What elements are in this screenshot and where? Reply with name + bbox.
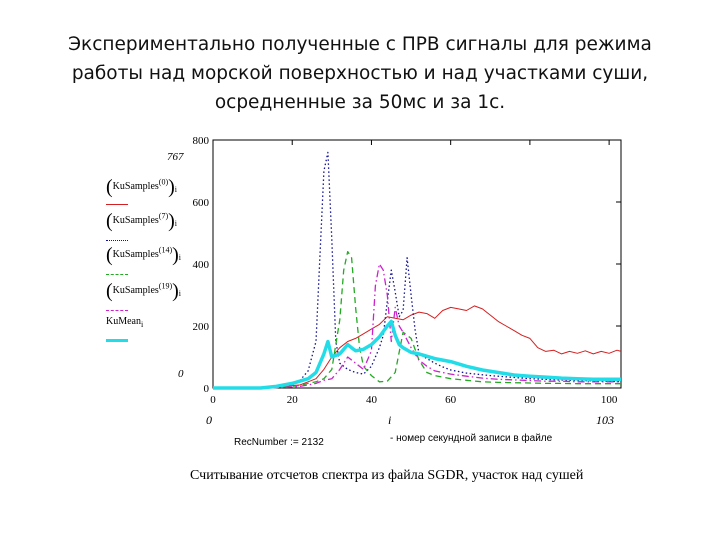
- x-tick-label: 40: [366, 394, 378, 406]
- legend-text: KuSamples: [112, 181, 159, 192]
- series-line-3: [213, 263, 621, 389]
- x-range-min-label: 0: [206, 413, 212, 427]
- legend-swatch-4: [106, 339, 128, 342]
- x-range-max-label: 103: [596, 413, 614, 427]
- legend-text: KuSamples: [112, 215, 159, 226]
- y-tick-label: 200: [193, 321, 210, 333]
- y-tick-label: 0: [204, 383, 210, 395]
- legend-label-3: (KuSamples(19))i: [106, 280, 182, 302]
- slide-title: Экспериментально полученные с ПРВ сигнал…: [68, 34, 652, 113]
- y-min-label: 0: [178, 368, 184, 380]
- series-line-4: [213, 319, 621, 390]
- legend-text: KuSamples: [112, 285, 159, 296]
- plot-frame: [212, 139, 622, 389]
- y-max-label: 767: [167, 151, 184, 163]
- x-tick-label: 100: [601, 394, 618, 406]
- y-axis-ticks: 0 200 400 600 800: [193, 135, 621, 395]
- rec-number-text: RecNumber := 2132: [234, 437, 324, 448]
- x-tick-label: 80: [524, 394, 536, 406]
- y-tick-label: 400: [193, 259, 210, 271]
- legend-text: KuSamples: [112, 249, 159, 260]
- series-line-2: [213, 250, 621, 389]
- series-line-1: [213, 151, 622, 389]
- x-axis-ticks: 0 20 40 60 80 100: [210, 140, 618, 406]
- legend-label-2: (KuSamples(14))i: [106, 244, 182, 266]
- rec-number-note: - номер секундной записи в файле: [390, 433, 553, 444]
- series-line-0: [213, 305, 622, 389]
- x-tick-label: 60: [445, 394, 457, 406]
- legend-label-4: KuMeani: [106, 316, 144, 329]
- x-tick-label: 0: [210, 394, 216, 406]
- legend-text: KuMean: [106, 316, 141, 327]
- legend-swatch-3: [106, 310, 128, 311]
- y-tick-label: 800: [193, 135, 210, 147]
- x-tick-label: 20: [287, 394, 299, 406]
- legend-label-1: (KuSamples(7))i: [106, 210, 178, 232]
- x-axis-variable: i: [388, 413, 391, 427]
- series-layer: [213, 151, 622, 390]
- figure-caption: Считывание отсчетов спектра из файла SGD…: [190, 468, 584, 483]
- legend-swatch-2: [106, 274, 128, 275]
- y-tick-label: 600: [193, 197, 210, 209]
- legend-swatch-0: [106, 204, 128, 205]
- legend-swatch-1: [106, 240, 128, 241]
- legend-label-0: (KuSamples(0))i: [106, 176, 178, 198]
